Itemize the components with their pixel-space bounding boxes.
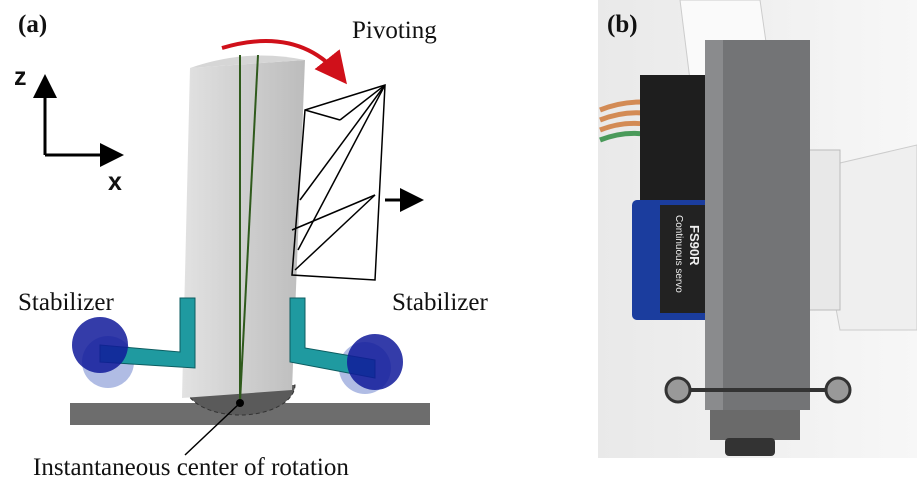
wheel <box>347 334 403 390</box>
figure: (a) Pivoting z x Stabilizer Stab <box>0 0 917 481</box>
fan <box>292 85 385 280</box>
center-label: Instantaneous center of rotation <box>33 454 349 481</box>
wheel <box>72 317 128 373</box>
stabilizer-label: Stabilizer <box>392 289 488 316</box>
body-edge <box>705 40 723 410</box>
panel-b: Continuous servo FS90R (b) <box>598 0 917 458</box>
gear <box>725 438 775 456</box>
panel-a: (a) Pivoting z x Stabilizer Stab <box>14 11 488 481</box>
servo-text: Continuous servo <box>673 215 684 293</box>
x-label: x <box>108 168 122 196</box>
base <box>710 410 800 440</box>
wheel <box>666 378 690 402</box>
panel-label: (b) <box>607 11 638 38</box>
panel-label: (a) <box>18 11 47 38</box>
servo-text: FS90R <box>687 225 702 266</box>
z-label: z <box>14 63 27 91</box>
motion-label: Pivoting <box>352 17 437 44</box>
stabilizer-label: Stabilizer <box>18 289 114 316</box>
wheel <box>826 378 850 402</box>
